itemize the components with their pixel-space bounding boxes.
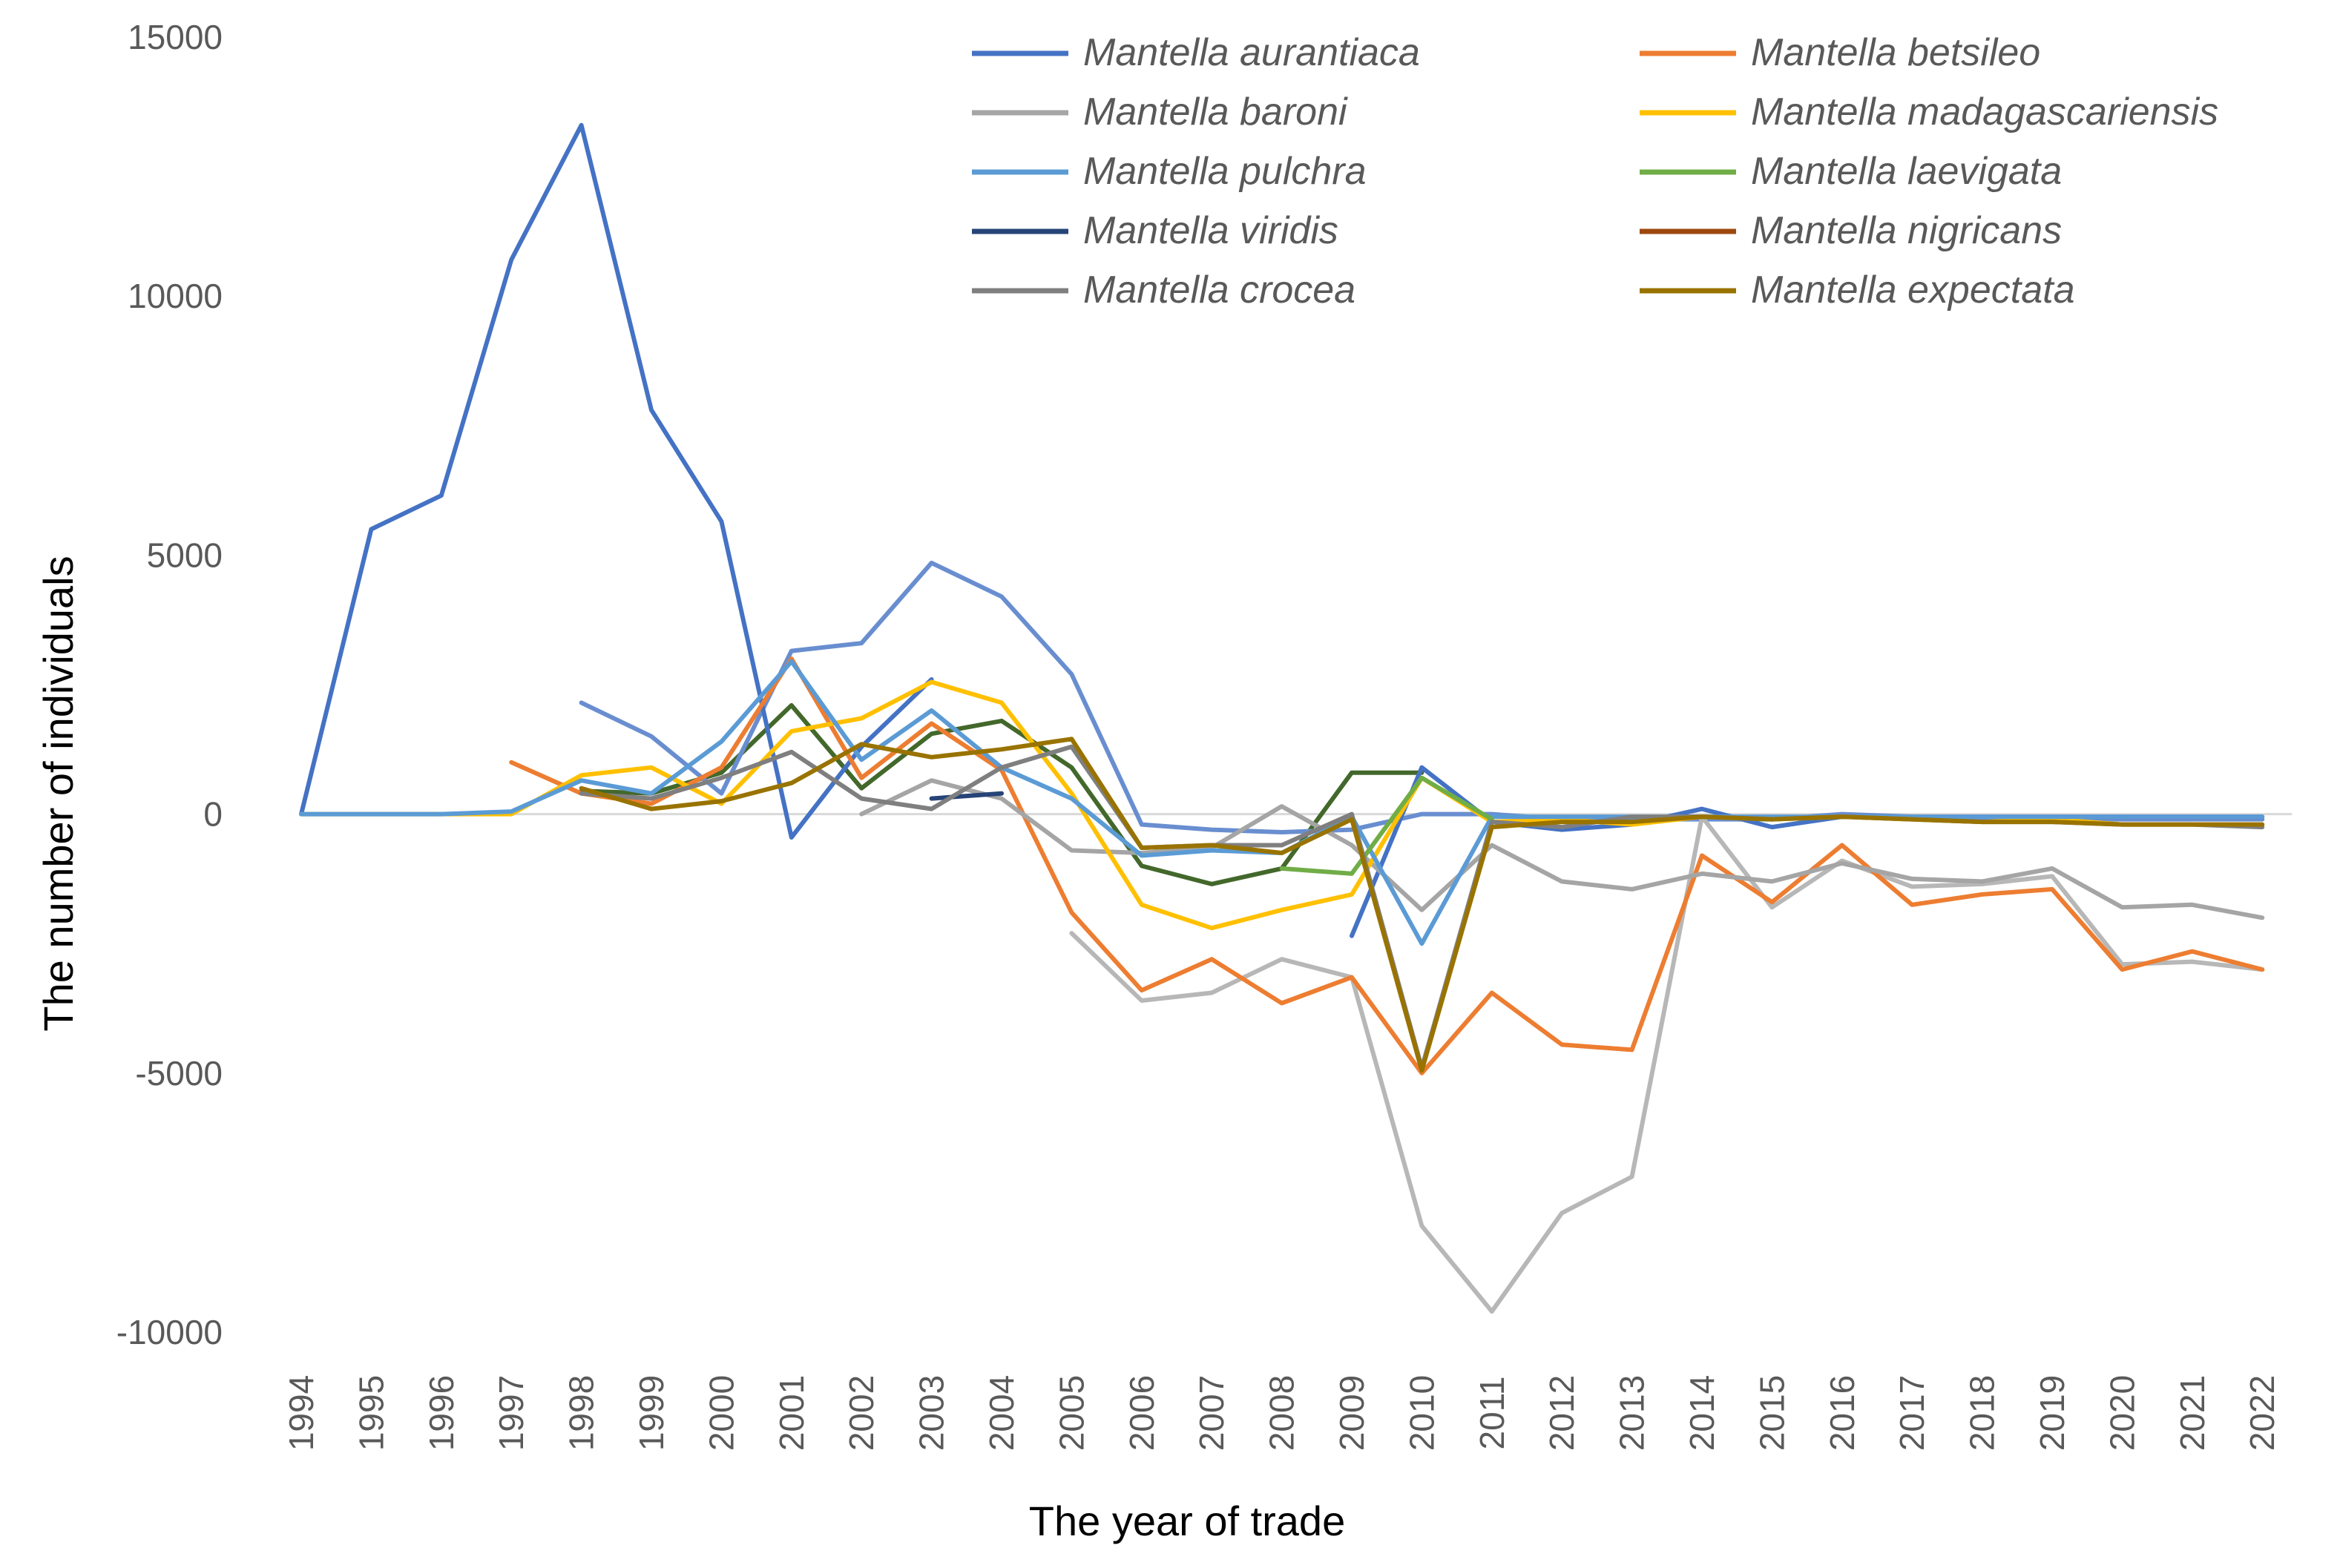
legend-item: Mantella baroni [972, 90, 1348, 134]
y-tick-label: 0 [203, 795, 223, 834]
legend-label: Mantella madagascariensis [1751, 90, 2218, 134]
x-tick-label: 2017 [1893, 1375, 1931, 1451]
y-axis-title: The number of individuals [35, 556, 82, 1031]
x-tick-label: 1997 [492, 1375, 530, 1451]
x-tick-label: 1995 [352, 1375, 390, 1451]
x-tick-label: 1994 [282, 1375, 321, 1451]
x-tick-label: 2019 [2033, 1375, 2071, 1451]
series-line [579, 737, 2265, 1073]
series-line [299, 659, 2265, 946]
y-tick-label: 15000 [128, 18, 223, 56]
x-tick-label: 1999 [632, 1375, 671, 1451]
legend-item: Mantella pulchra [972, 150, 1367, 193]
x-axis-title: The year of trade [1029, 1498, 1345, 1544]
y-tick-label: -10000 [116, 1313, 223, 1351]
x-tick-label: 2013 [1613, 1375, 1652, 1451]
series-line [299, 122, 934, 840]
y-tick-label: 5000 [147, 536, 223, 574]
legend-label: Mantella nigricans [1751, 209, 2062, 252]
x-tick-label: 2009 [1332, 1375, 1371, 1451]
legend-item: Mantella viridis [972, 209, 1338, 252]
y-tick-label: 10000 [128, 277, 223, 315]
legend-item: Mantella nigricans [1640, 209, 2062, 252]
legend-label: Mantella laevigata [1751, 150, 2062, 193]
x-tick-label: 2022 [2243, 1375, 2281, 1451]
x-tick-label: 2006 [1123, 1375, 1161, 1451]
series-line [929, 791, 1004, 801]
x-tick-label: 2008 [1263, 1375, 1301, 1451]
x-tick-label: 2001 [772, 1375, 811, 1451]
x-tick-label: 2018 [1963, 1375, 2002, 1451]
y-tick-label: -5000 [135, 1054, 223, 1093]
series-line [859, 778, 2265, 920]
legend-item: Mantella crocea [972, 269, 1355, 312]
legend-item: Mantella expectata [1640, 269, 2075, 312]
legend-label: Mantella aurantiaca [1083, 31, 1420, 74]
legend-label: Mantella pulchra [1083, 150, 1367, 193]
series-lines [299, 122, 2265, 1314]
legend-label: Mantella crocea [1083, 269, 1355, 312]
y-axis-ticks: 15000 10000 5000 0 -5000 -10000 [116, 18, 223, 1351]
series-line [1069, 814, 2265, 1314]
x-tick-label: 2012 [1542, 1375, 1581, 1451]
legend-label: Mantella betsileo [1751, 31, 2040, 74]
series-line [1279, 775, 1494, 876]
legend-label: Mantella viridis [1083, 209, 1338, 252]
x-tick-label: 2003 [913, 1375, 951, 1451]
legend-item: Mantella laevigata [1640, 150, 2062, 193]
x-tick-label: 2010 [1402, 1375, 1441, 1451]
x-tick-label: 2020 [2103, 1375, 2141, 1451]
x-tick-label: 2016 [1823, 1375, 1861, 1451]
x-tick-label: 2005 [1052, 1375, 1091, 1451]
legend-item: Mantella aurantiaca [972, 31, 1420, 74]
x-axis-ticks: 1994 1995 1996 1997 1998 1999 2000 2001 2002 2003… [282, 1375, 2281, 1451]
series-line [579, 560, 2265, 834]
x-tick-label: 2014 [1683, 1375, 1721, 1451]
x-tick-label: 1998 [562, 1375, 601, 1451]
legend-label: Mantella expectata [1751, 269, 2075, 312]
x-tick-label: 2011 [1473, 1377, 1511, 1450]
x-tick-label: 2021 [2173, 1375, 2212, 1451]
x-tick-label: 2007 [1192, 1375, 1231, 1451]
legend: Mantella aurantiaca Mantella betsileo Mant… [972, 31, 2218, 312]
legend-label: Mantella baroni [1083, 90, 1348, 134]
x-tick-label: 2000 [702, 1375, 740, 1451]
x-tick-label: 1996 [422, 1375, 461, 1451]
x-tick-label: 2015 [1752, 1375, 1791, 1451]
x-tick-label: 2002 [842, 1375, 881, 1451]
legend-item: Mantella betsileo [1640, 31, 2040, 74]
legend-item: Mantella madagascariensis [1640, 90, 2218, 134]
x-tick-label: 2004 [982, 1375, 1021, 1451]
series-line [1350, 765, 2265, 938]
